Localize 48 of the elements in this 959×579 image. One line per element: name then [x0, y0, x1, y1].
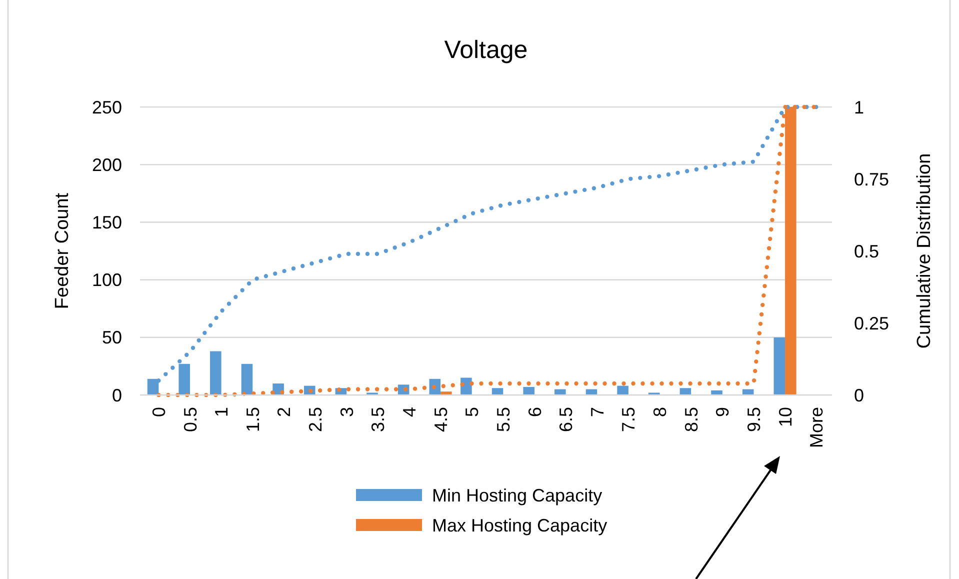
- bar: [210, 351, 222, 395]
- x-tick-label: 5.5: [493, 407, 514, 432]
- x-tick-label: 2.5: [306, 407, 326, 432]
- x-tick-label: 10: [775, 407, 796, 428]
- y2-axis-title: Cumulative Distribution: [914, 153, 935, 349]
- bar: [774, 337, 786, 395]
- y-tick-label: 200: [92, 154, 122, 175]
- x-tick-label: 6.5: [556, 407, 576, 432]
- x-tick-label: 1: [212, 407, 232, 418]
- x-tick-label: 2: [274, 407, 294, 418]
- y2-tick-label: 0.75: [854, 169, 890, 190]
- y-tick-label: 250: [92, 97, 122, 118]
- bar: [241, 364, 253, 395]
- y2-tick-label: 0.25: [854, 313, 890, 334]
- x-tick-label: 9: [712, 407, 733, 418]
- y-tick-label: 50: [102, 328, 122, 348]
- bar: [523, 386, 534, 395]
- legend-label: Max Hosting Capacity: [432, 515, 608, 536]
- x-tick-label: 4.5: [430, 407, 451, 432]
- y-tick-label: 100: [92, 270, 122, 290]
- bar: [429, 378, 441, 395]
- y2-tick-label: 0.5: [854, 241, 880, 262]
- bar: [680, 388, 692, 395]
- y-tick-label: 150: [92, 212, 122, 232]
- x-tick-label: 0: [148, 407, 169, 418]
- x-tick-label: 6: [524, 407, 545, 418]
- chart-title: Voltage: [444, 36, 528, 64]
- bar: [586, 389, 598, 395]
- x-tick-label: More: [806, 407, 827, 448]
- bar: [554, 389, 566, 395]
- x-tick-label: 5: [462, 407, 482, 418]
- bar: [492, 388, 504, 395]
- y-axis-title: Feeder Count: [52, 192, 73, 310]
- x-tick-label: 8.5: [681, 407, 702, 432]
- bar: [742, 389, 754, 395]
- x-tick-label: 1.5: [242, 407, 263, 432]
- x-tick-label: 3.5: [368, 407, 388, 432]
- legend-label: Min Hosting Capacity: [432, 485, 602, 506]
- x-tick-label: 8: [650, 407, 670, 418]
- x-tick-label: 7.5: [618, 407, 639, 432]
- x-tick-label: 7: [587, 407, 608, 418]
- x-tick-label: 3: [336, 407, 357, 418]
- x-tick-label: 9.5: [744, 407, 764, 432]
- x-tick-label: 4: [400, 407, 420, 418]
- y2-tick-label: 1: [854, 97, 864, 118]
- bar: [617, 386, 628, 395]
- x-tick-label: 0.5: [180, 407, 200, 432]
- bar: [785, 107, 796, 395]
